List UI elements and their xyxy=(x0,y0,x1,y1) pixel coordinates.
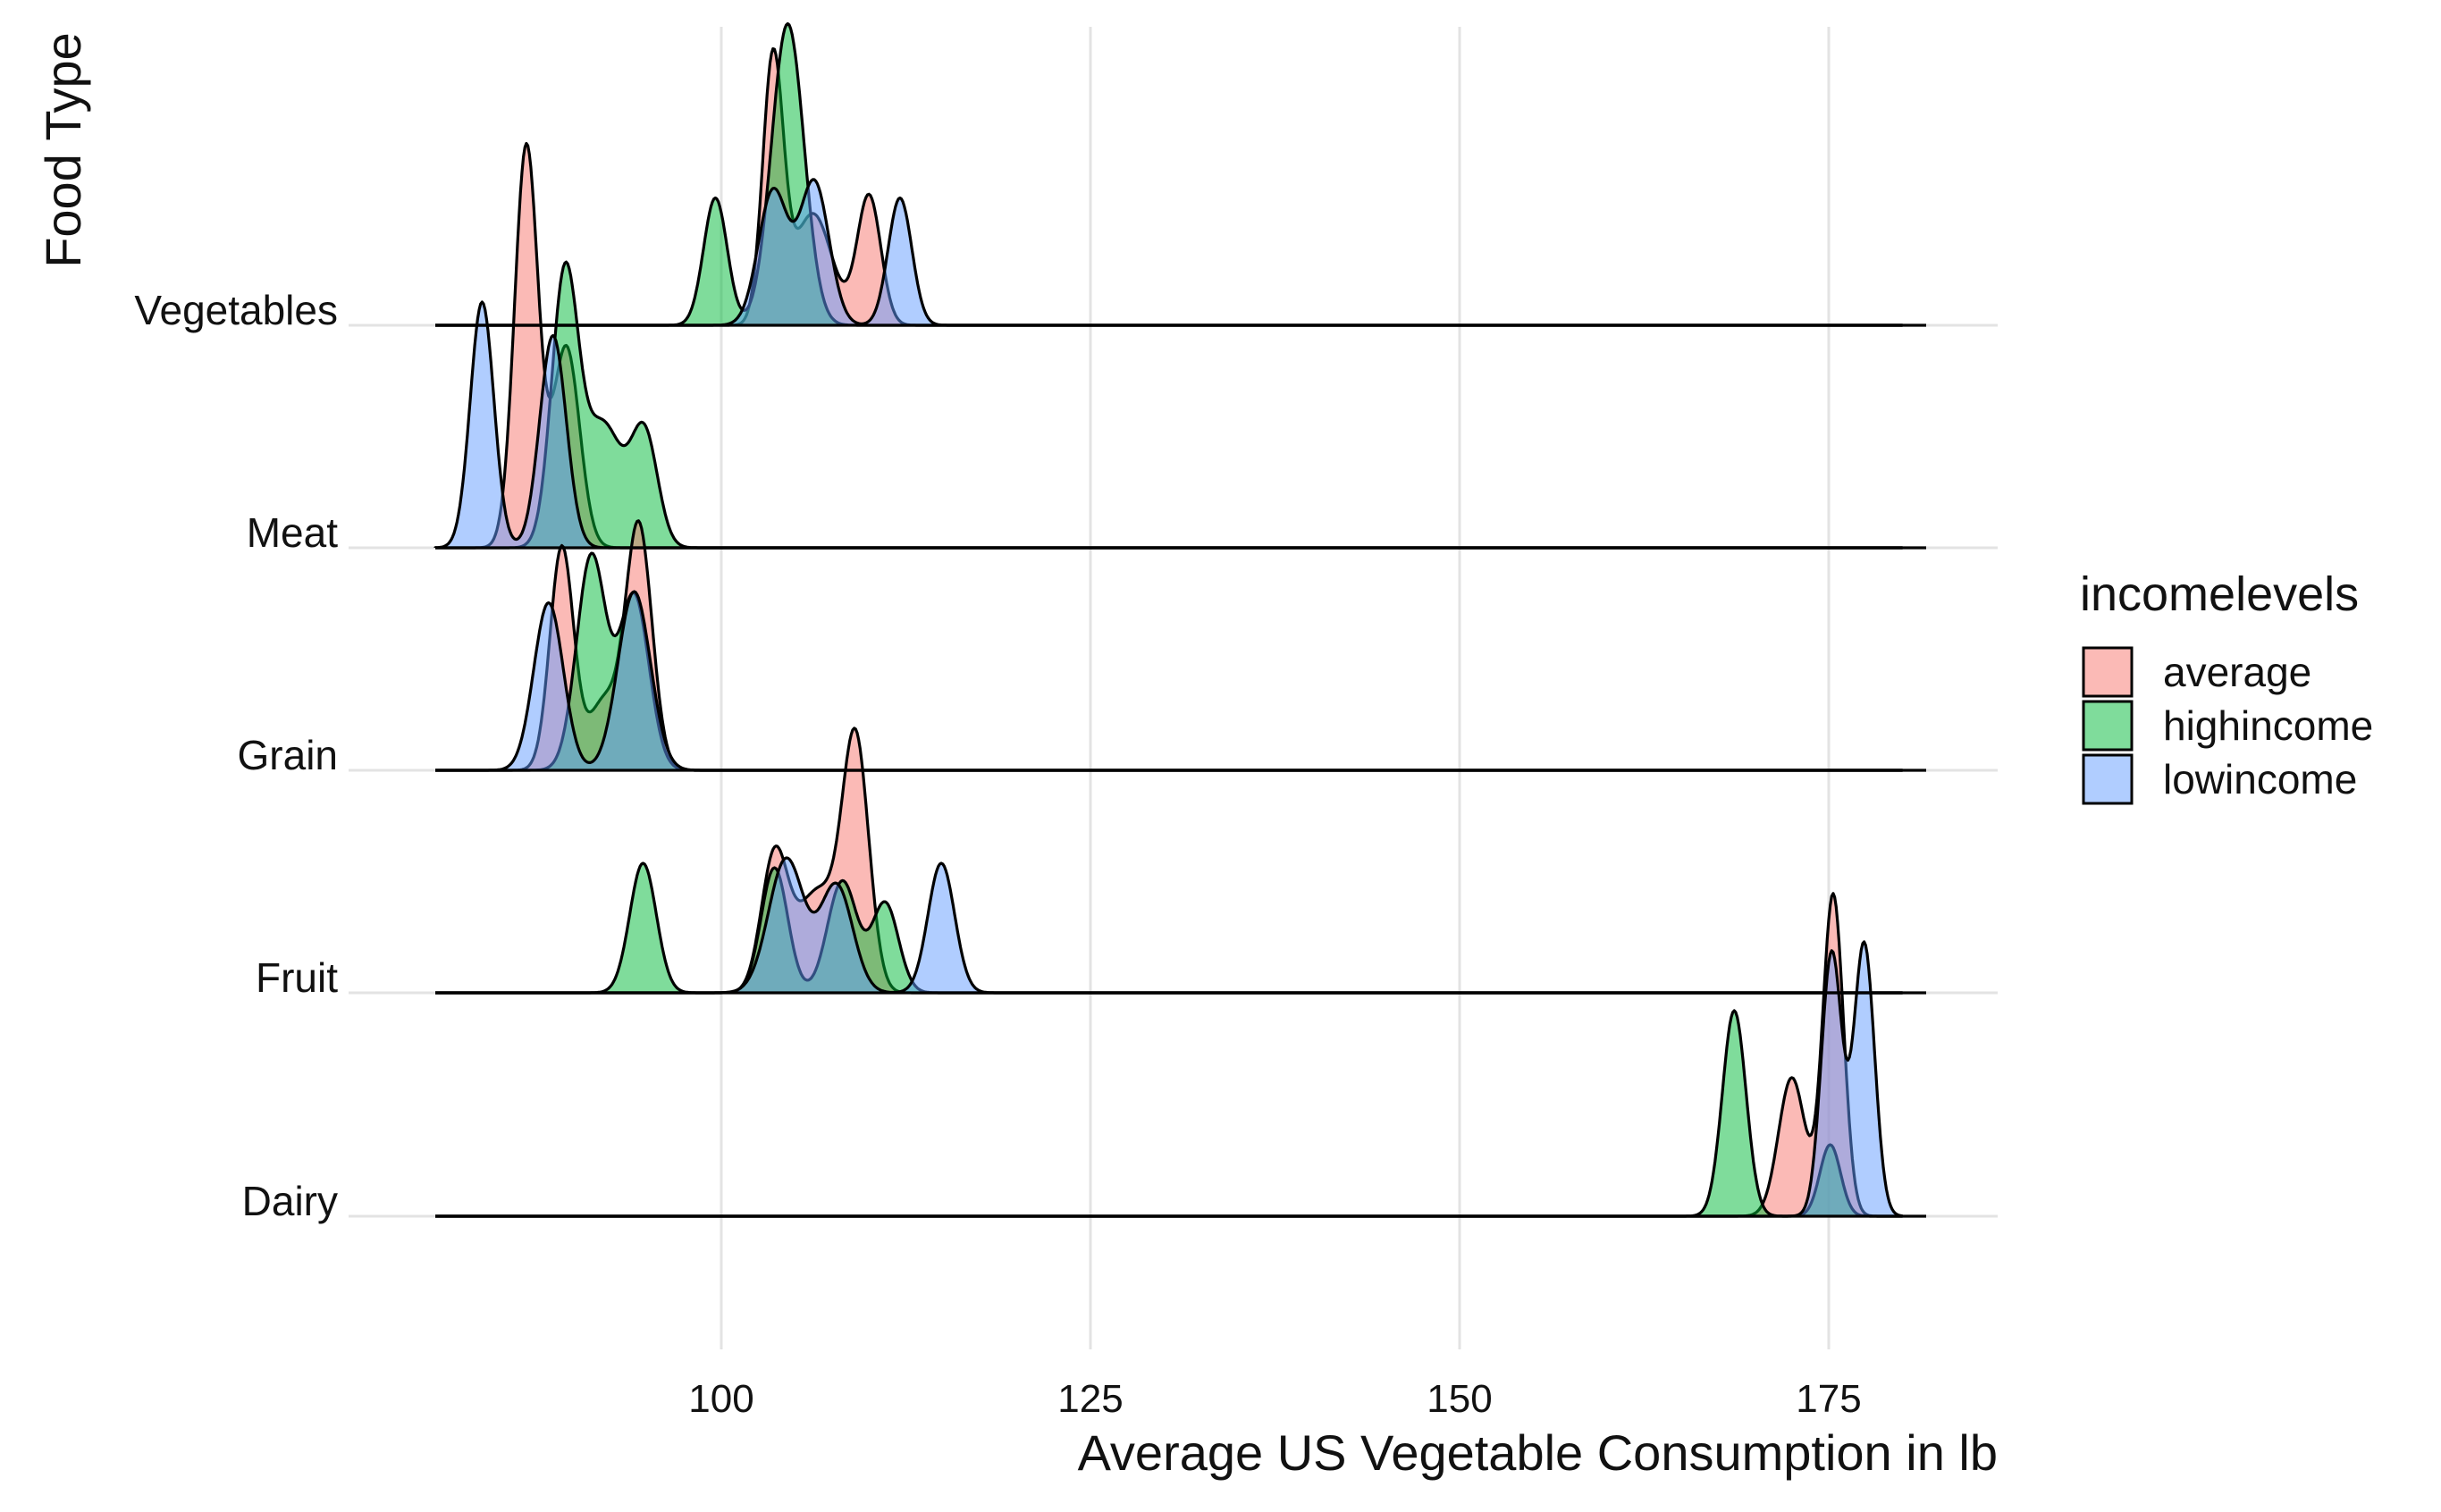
legend-swatch xyxy=(2082,646,2134,698)
density-area-vegetables-lowincome xyxy=(435,179,1926,325)
x-tick-label: 125 xyxy=(1057,1377,1123,1421)
legend-entry-highincome: highincome xyxy=(2082,700,2373,752)
density-area-grain-highincome xyxy=(435,553,1926,770)
x-tick-label: 150 xyxy=(1427,1377,1492,1421)
ridge-grain xyxy=(434,519,1926,772)
y-tick-label: Grain xyxy=(238,732,338,778)
legend-label: average xyxy=(2163,649,2311,695)
y-axis-label: Food Type xyxy=(35,32,91,268)
legend-title: incomelevels xyxy=(2080,567,2359,621)
ridge-vegetables xyxy=(434,21,1926,327)
legend-label: highincome xyxy=(2163,702,2373,749)
x-axis-label: Average US Vegetable Consumption in lb xyxy=(1078,1424,1998,1481)
x-tick-label: 175 xyxy=(1796,1377,1861,1421)
density-area-dairy-average xyxy=(435,893,1926,1216)
density-area-vegetables-highincome xyxy=(435,23,1926,325)
legend-swatch xyxy=(2082,700,2134,752)
legend-swatch xyxy=(2082,753,2134,805)
legend: incomelevels average highincome lowincome xyxy=(2080,567,2373,805)
density-area-fruit-lowincome xyxy=(435,858,1926,993)
legend-label: lowincome xyxy=(2163,756,2357,802)
y-tick-label: Meat xyxy=(247,509,338,556)
density-area-dairy-highincome xyxy=(435,1011,1926,1216)
y-tick-label: Fruit xyxy=(256,954,338,1001)
y-tick-label: Dairy xyxy=(242,1178,338,1224)
x-tick-label: 100 xyxy=(688,1377,753,1421)
legend-entry-lowincome: lowincome xyxy=(2082,753,2357,805)
y-tick-label: Vegetables xyxy=(134,287,338,333)
baselines xyxy=(435,323,1926,1218)
y-tick-labels: Dairy Fruit Grain Meat Vegetables xyxy=(134,287,338,1224)
ridge-meat xyxy=(433,141,1926,550)
density-ridges xyxy=(433,21,1926,1218)
density-area-vegetables-average xyxy=(435,48,1926,325)
density-outline-vegetables-lowincome xyxy=(434,178,1903,327)
density-outline-dairy-highincome xyxy=(434,1009,1903,1218)
density-outline-vegetables-average xyxy=(434,46,1903,327)
density-area-meat-highincome xyxy=(435,262,1926,548)
x-tick-labels: 100 125 150 175 xyxy=(688,1377,1861,1421)
legend-entry-average: average xyxy=(2082,646,2311,698)
density-outline-vegetables-highincome xyxy=(434,21,1903,327)
